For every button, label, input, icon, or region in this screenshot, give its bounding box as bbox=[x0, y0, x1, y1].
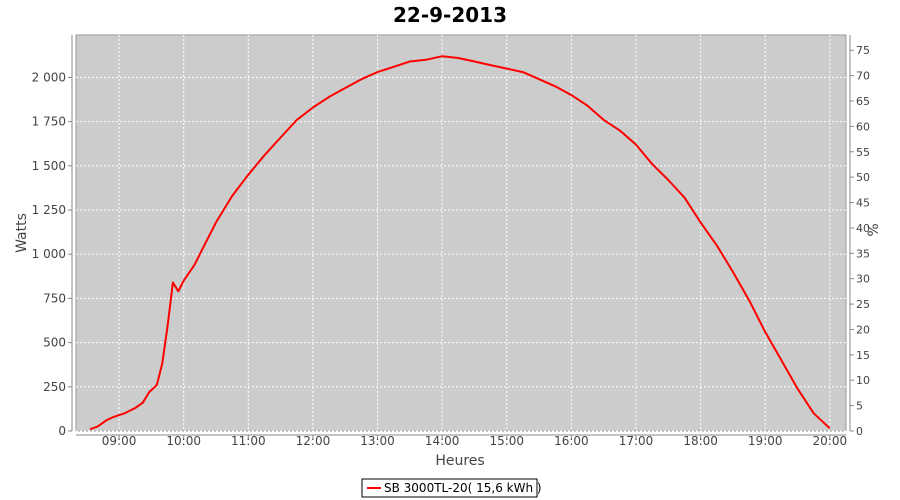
y2-tick-label: 0 bbox=[856, 425, 863, 438]
chart-title: 22-9-2013 bbox=[393, 3, 507, 27]
y2-tick-label: 60 bbox=[856, 120, 870, 133]
y2-tick-label: 10 bbox=[856, 374, 870, 387]
x-axis-label: Heures bbox=[435, 453, 484, 469]
y-tick-label: 250 bbox=[43, 380, 66, 394]
y-tick-label: 1 500 bbox=[32, 159, 66, 173]
y-tick-label: 2 000 bbox=[32, 70, 66, 84]
y2-tick-label: 40 bbox=[856, 222, 870, 235]
y2-tick-label: 15 bbox=[856, 349, 870, 362]
y-tick-label: 0 bbox=[58, 424, 66, 438]
x-tick-label: 11:00 bbox=[231, 434, 266, 448]
y2-tick-label: 50 bbox=[856, 171, 870, 184]
y2-tick-label: 25 bbox=[856, 298, 870, 311]
y-axis-label: Watts bbox=[14, 213, 30, 253]
y2-tick-label: 20 bbox=[856, 323, 870, 336]
y-tick-label: 750 bbox=[43, 291, 66, 305]
y2-tick-label: 5 bbox=[856, 400, 863, 413]
y2-tick-label: 35 bbox=[856, 247, 870, 260]
y2-tick-label: 70 bbox=[856, 70, 870, 83]
series-line bbox=[89, 55, 831, 431]
x-tick-label: 19:00 bbox=[748, 434, 783, 448]
y-tick-label: 1 750 bbox=[32, 115, 66, 129]
x-tick-label: 14:00 bbox=[425, 434, 460, 448]
series-layer bbox=[89, 55, 831, 431]
legend-label: SB 3000TL-20( 15,6 kWh ) bbox=[384, 481, 542, 495]
legend: SB 3000TL-20( 15,6 kWh ) bbox=[361, 478, 542, 498]
x-tick-label: 20:00 bbox=[813, 434, 848, 448]
y-axis-right: 0 5 10 15 20 25 30 35 40 45 50 55 60 65 70 75 bbox=[849, 35, 870, 438]
legend-box bbox=[361, 478, 538, 498]
y2-tick-label: 75 bbox=[856, 44, 870, 57]
x-tick-label: 12:00 bbox=[296, 434, 331, 448]
y-axis-left: 0 250 500 750 1 000 1 250 1 500 1 750 2 000 bbox=[32, 35, 73, 438]
x-tick-label: 15:00 bbox=[489, 434, 524, 448]
y2-tick-label: 65 bbox=[856, 95, 870, 108]
x-tick-label: 16:00 bbox=[554, 434, 589, 448]
y-tick-label: 1 250 bbox=[32, 203, 66, 217]
y2-tick-label: 55 bbox=[856, 146, 870, 159]
plot-background bbox=[75, 34, 847, 432]
x-axis: 09:00 10:00 11:00 12:00 13:00 14:00 15:00 16:00… bbox=[76, 434, 847, 448]
plot-area bbox=[75, 34, 847, 432]
x-tick-label: 10:00 bbox=[166, 434, 201, 448]
grid-lines-y bbox=[76, 76, 846, 432]
x-tick-label: 13:00 bbox=[360, 434, 395, 448]
y2-tick-label: 45 bbox=[856, 197, 870, 210]
y2-tick-label: 30 bbox=[856, 273, 870, 286]
x-tick-label: 17:00 bbox=[619, 434, 654, 448]
x-tick-label: 09:00 bbox=[102, 434, 137, 448]
y-tick-label: 500 bbox=[43, 336, 66, 350]
grid-lines-x bbox=[118, 35, 831, 431]
x-tick-label: 18:00 bbox=[683, 434, 718, 448]
y-tick-label: 1 000 bbox=[32, 247, 66, 261]
y2-axis-label: % bbox=[866, 223, 882, 236]
